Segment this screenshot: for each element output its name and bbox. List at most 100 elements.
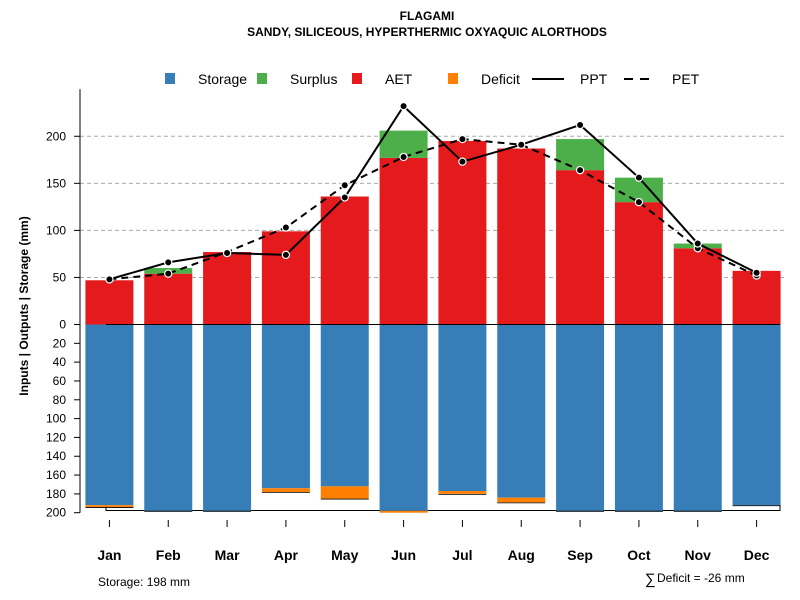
ppt-point-Jul (458, 157, 467, 166)
y-tick-label-lower-180: 180 (46, 487, 66, 501)
aet-bar-Jan (85, 280, 134, 325)
pet-point-Jun (399, 152, 408, 162)
ppt-point-May (340, 193, 349, 202)
legend-label-pet: PET (672, 71, 700, 87)
ppt-point-Nov (693, 239, 702, 248)
storage-bar-Jul (438, 324, 487, 492)
legend: Storage Surplus AET Deficit PPT PET (165, 71, 700, 87)
y-tick-label-lower-120: 120 (46, 430, 66, 444)
chart-title: FLAGAMI (400, 9, 455, 23)
legend-swatch-storage (165, 73, 175, 84)
bars-group (85, 130, 781, 513)
x-tick-label-Jan: Jan (97, 547, 121, 563)
y-tick-label-lower-200: 200 (46, 506, 66, 520)
legend-label-ppt: PPT (580, 71, 608, 87)
aet-bar-Mar (203, 252, 252, 325)
x-tick-label-Apr: Apr (274, 547, 299, 563)
y-tick-label-upper-0: 0 (59, 318, 66, 332)
deficit-bar-Apr (261, 488, 310, 492)
ppt-point-Sep (575, 120, 585, 130)
x-tick-label-Aug: Aug (508, 547, 535, 563)
x-tick-label-Sep: Sep (567, 547, 593, 563)
aet-bar-Sep (556, 170, 605, 325)
ppt-point-Aug (517, 140, 526, 149)
deficit-bar-May (320, 486, 369, 499)
ppt-point-Jan (105, 275, 114, 284)
x-tick-label-Oct: Oct (627, 547, 651, 563)
storage-bar-Oct (614, 324, 663, 511)
y-tick-label-upper-50: 50 (53, 270, 67, 284)
storage-label: Storage: 198 mm (98, 575, 190, 589)
y-tick-label-lower-60: 60 (53, 374, 67, 388)
surplus-bar-Sep (556, 139, 605, 171)
aet-bar-Feb (144, 273, 193, 325)
storage-bar-Jun (379, 324, 428, 511)
aet-bar-May (320, 196, 369, 325)
storage-bar-May (320, 324, 369, 487)
ppt-point-Feb (164, 258, 173, 267)
x-tick-label-Jul: Jul (452, 547, 472, 563)
ppt-line (109, 104, 758, 281)
deficit-bar-Jul (438, 491, 487, 494)
ppt-point-Mar (222, 248, 232, 258)
aet-bar-Jul (438, 140, 487, 325)
aet-bar-Dec (732, 270, 781, 325)
pet-point-Feb (164, 269, 173, 278)
x-tick-label-Jun: Jun (391, 547, 416, 563)
y-tick-label-upper-100: 100 (46, 223, 66, 237)
y-tick-label-lower-140: 140 (46, 449, 66, 463)
storage-bar-Nov (673, 324, 722, 511)
ppt-point-Oct (634, 173, 644, 182)
deficit-bar-Aug (497, 497, 546, 503)
ppt-point-Apr (281, 250, 291, 260)
pet-point-Jul (458, 134, 467, 144)
aet-bar-Nov (673, 248, 722, 325)
storage-bar-Mar (203, 324, 252, 511)
aet-bar-Oct (614, 202, 663, 325)
deficit-label: Deficit = -26 mm (657, 571, 745, 585)
storage-bar-Jan (85, 324, 134, 506)
gridlines (80, 135, 786, 278)
storage-bar-Dec (732, 324, 781, 506)
storage-bar-Sep (556, 324, 605, 511)
legend-label-surplus: Surplus (290, 71, 337, 87)
pet-point-Apr (281, 223, 291, 232)
pet-line (109, 138, 758, 281)
storage-bar-Aug (497, 324, 546, 498)
storage-bar-Feb (144, 324, 193, 511)
y-tick-label-lower-20: 20 (53, 336, 67, 350)
x-tick-label-Dec: Dec (744, 547, 770, 563)
sum-icon: ∑ (645, 571, 656, 588)
axes-group: 0 50 100 150 200 20 40 60 80 100 120 140 160 180 200 Ja… (46, 89, 770, 563)
y-tick-label-lower-80: 80 (53, 393, 67, 407)
x-tick-label-Nov: Nov (685, 547, 712, 563)
y-axis-label: Inputs | Outputs | Storage (mm) (17, 216, 31, 395)
legend-label-storage: Storage (198, 71, 247, 87)
legend-swatch-surplus (257, 73, 267, 84)
pet-point-Oct (634, 197, 644, 207)
ppt-point-Dec (752, 268, 761, 277)
legend-swatch-deficit (448, 73, 458, 84)
chart-subtitle: SANDY, SILICEOUS, HYPERTHERMIC OXYAQUIC … (247, 25, 607, 39)
x-tick-label-Mar: Mar (215, 547, 240, 563)
y-tick-label-lower-160: 160 (46, 468, 66, 482)
pet-point-Sep (575, 165, 585, 175)
legend-swatch-aet (352, 73, 362, 84)
aet-bar-Apr (261, 231, 310, 325)
aet-bar-Aug (497, 148, 546, 325)
x-tick-label-Feb: Feb (156, 547, 181, 563)
ppt-point-Jun (399, 101, 408, 111)
x-tick-label-May: May (331, 547, 358, 563)
y-tick-label-upper-200: 200 (46, 129, 66, 143)
pet-point-May (340, 181, 349, 190)
legend-label-deficit: Deficit (481, 71, 520, 87)
y-tick-label-lower-40: 40 (53, 355, 67, 369)
y-tick-label-upper-150: 150 (46, 176, 66, 190)
legend-label-aet: AET (385, 71, 413, 87)
deficit-bar-Jun (379, 510, 428, 513)
storage-bar-Apr (261, 324, 310, 489)
aet-bar-Jun (379, 157, 428, 325)
deficit-bar-Jan (85, 505, 134, 508)
lines-group (105, 101, 761, 284)
